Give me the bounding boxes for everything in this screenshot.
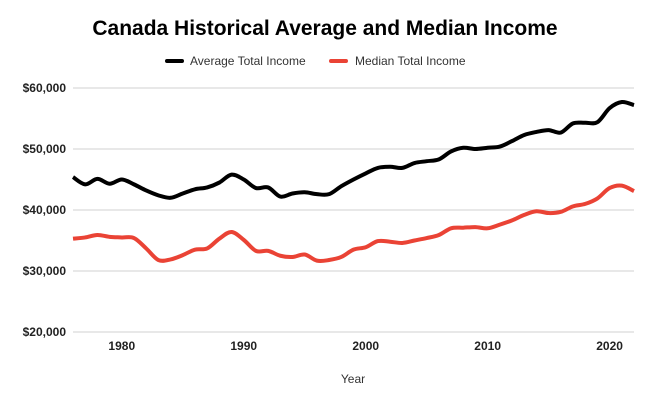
- y-tick-label: $60,000: [23, 81, 67, 95]
- x-axis-label: Year: [341, 372, 365, 386]
- legend-label-average: Average Total Income: [190, 54, 306, 68]
- x-tick-label: 2000: [352, 339, 379, 353]
- legend-label-median: Median Total Income: [355, 54, 466, 68]
- chart-title: Canada Historical Average and Median Inc…: [92, 17, 557, 40]
- y-tick-label: $30,000: [23, 264, 67, 278]
- legend: Average Total Income Median Total Income: [165, 54, 466, 68]
- x-tick-label: 2020: [596, 339, 623, 353]
- x-tick-label: 2010: [474, 339, 501, 353]
- x-tick-label: 1980: [108, 339, 135, 353]
- y-tick-label: $40,000: [23, 203, 67, 217]
- y-tick-label: $50,000: [23, 142, 67, 156]
- y-tick-label: $20,000: [23, 325, 67, 339]
- series-line-median: [72, 183, 635, 264]
- x-tick-label: 1990: [230, 339, 257, 353]
- series-line-average: [71, 99, 635, 200]
